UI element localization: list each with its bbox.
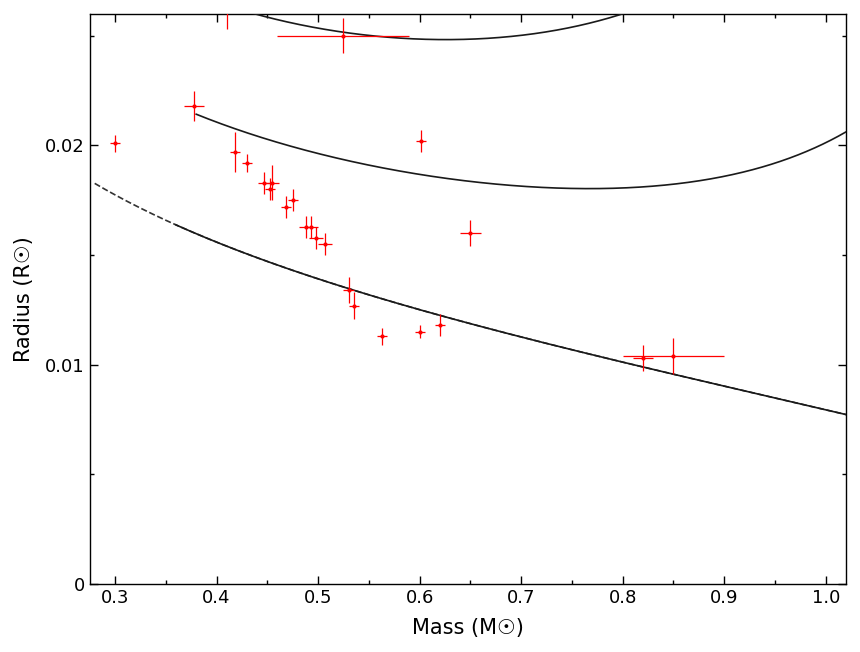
X-axis label: Mass (M☉): Mass (M☉): [412, 618, 524, 638]
Y-axis label: Radius (R☉): Radius (R☉): [14, 236, 34, 362]
